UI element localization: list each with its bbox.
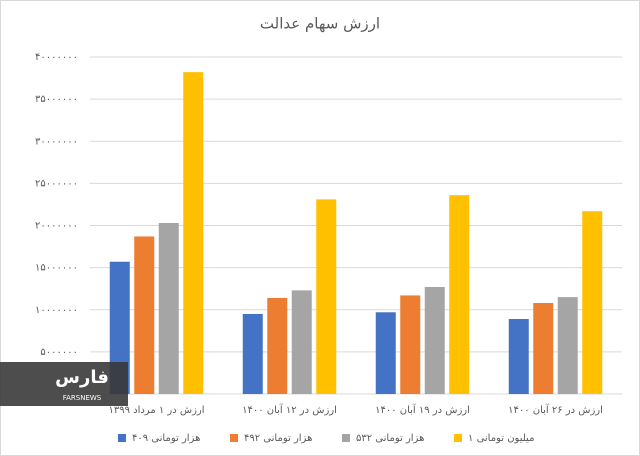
bar bbox=[158, 222, 179, 394]
bar bbox=[134, 236, 155, 394]
x-tick-label: ارزش در ۱ مرداد ۱۳۹۹ bbox=[108, 405, 204, 416]
bar bbox=[557, 297, 578, 394]
y-tick-label: ۳۵۰۰۰۰۰۰ bbox=[35, 94, 78, 105]
legend-swatch bbox=[118, 434, 126, 442]
legend-label: ۱ میلیون تومانی bbox=[468, 433, 534, 444]
legend-label: ۵۳۲ هزار تومانی bbox=[356, 433, 424, 444]
bar bbox=[109, 261, 130, 394]
y-tick-label: ۱۰۰۰۰۰۰۰ bbox=[35, 305, 78, 316]
watermark-logo: فارس bbox=[55, 367, 109, 388]
y-tick-label: ۳۰۰۰۰۰۰۰ bbox=[35, 136, 78, 147]
legend-label: ۴۹۲ هزار تومانی bbox=[244, 433, 312, 444]
bar bbox=[508, 319, 529, 394]
plot: ۵۰۰۰۰۰۰ ۱۰۰۰۰۰۰۰ ۱۵۰۰۰۰۰۰ ۲۰۰۰۰۰۰۰ ۲۵۰۰۰۰۰۰ ۳… bbox=[35, 52, 622, 444]
y-tick-label: ۴۰۰۰۰۰۰۰ bbox=[35, 52, 78, 63]
bar bbox=[449, 195, 470, 394]
watermark-box bbox=[0, 362, 128, 406]
x-tick-label: ارزش در ۱۹ آبان ۱۴۰۰ bbox=[375, 403, 470, 416]
legend-swatch bbox=[454, 434, 462, 442]
bar bbox=[582, 211, 603, 394]
bar bbox=[267, 297, 288, 394]
x-tick-label: ارزش در ۱۲ آبان ۱۴۰۰ bbox=[242, 403, 337, 416]
y-tick-label: ۱۵۰۰۰۰۰۰ bbox=[35, 263, 78, 274]
legend-swatch bbox=[342, 434, 350, 442]
bar bbox=[533, 303, 554, 394]
y-tick-label: ۵۰۰۰۰۰۰ bbox=[40, 347, 78, 358]
y-tick-label: ۲۵۰۰۰۰۰۰ bbox=[35, 178, 78, 189]
legend-label: ۴۰۹ هزار تومانی bbox=[132, 433, 200, 444]
bar bbox=[424, 287, 445, 394]
bar bbox=[316, 199, 337, 394]
chart-title: ارزش سهام عدالت bbox=[260, 15, 380, 33]
bar bbox=[291, 290, 312, 394]
y-tick-label: ۲۰۰۰۰۰۰۰ bbox=[35, 221, 78, 232]
watermark-caption: FARSNEWS bbox=[63, 394, 102, 402]
bar bbox=[400, 295, 421, 394]
x-tick-label: ارزش در ۲۶ آبان ۱۴۰۰ bbox=[508, 403, 603, 416]
legend-swatch bbox=[230, 434, 238, 442]
bar bbox=[242, 313, 263, 394]
bar bbox=[375, 312, 396, 394]
bar bbox=[183, 72, 204, 394]
